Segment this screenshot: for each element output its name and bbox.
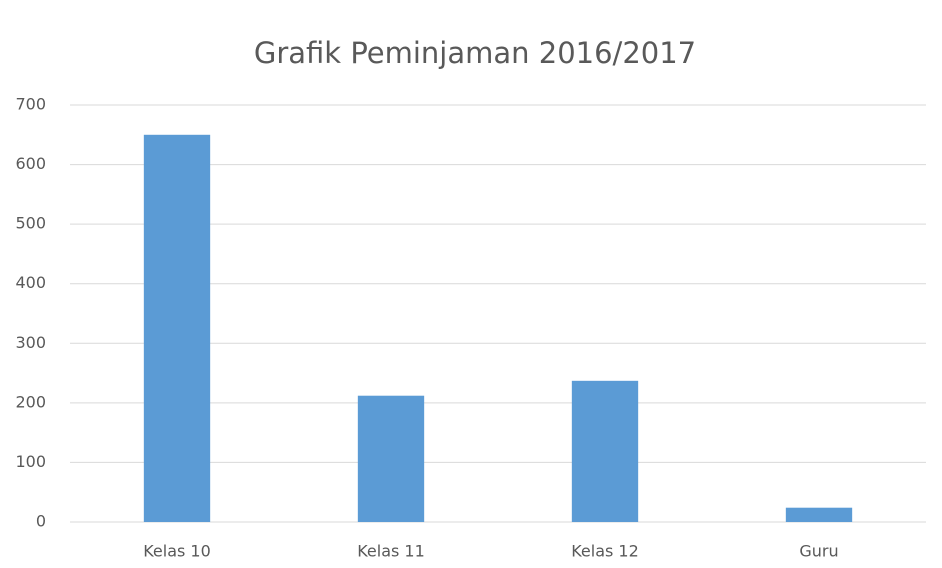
y-tick-label: 300 xyxy=(15,333,46,352)
y-tick-label: 500 xyxy=(15,214,46,233)
y-tick-label: 100 xyxy=(15,452,46,471)
bar xyxy=(143,134,211,523)
x-tick-label: Kelas 10 xyxy=(143,542,211,561)
y-tick-label: 200 xyxy=(15,392,46,411)
bar xyxy=(357,395,425,522)
y-tick-label: 700 xyxy=(15,95,46,114)
y-tick-label: 400 xyxy=(15,273,46,292)
x-tick-label: Kelas 11 xyxy=(357,542,425,561)
x-tick-label: Guru xyxy=(799,542,838,561)
bar xyxy=(785,507,853,522)
chart-title: Grafik Peminjaman 2016/2017 xyxy=(254,36,696,70)
y-tick-label: 0 xyxy=(36,512,46,531)
bar xyxy=(571,380,639,522)
x-tick-label: Kelas 12 xyxy=(571,542,639,561)
y-tick-label: 600 xyxy=(15,154,46,173)
